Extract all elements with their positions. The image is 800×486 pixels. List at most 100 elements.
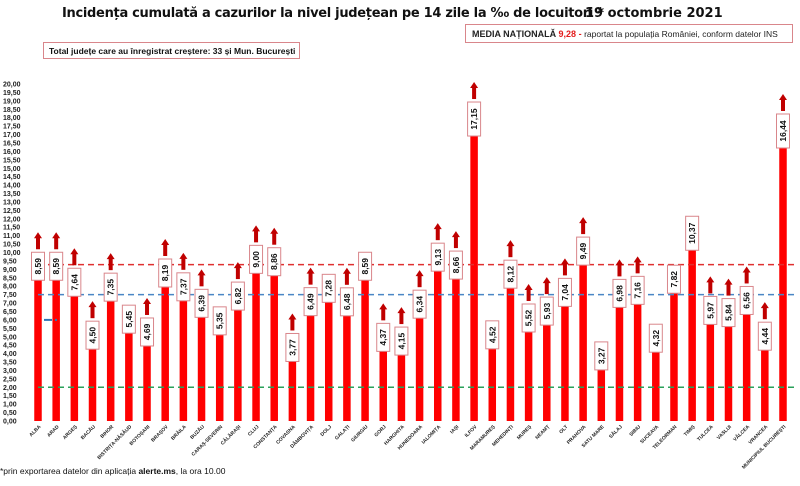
increase-arrow-icon [306,267,315,285]
bar [524,327,533,421]
bar [88,345,97,421]
x-tick-label: ALBA [28,424,42,438]
increase-arrow-icon [288,313,297,331]
bar [379,347,387,421]
increase-arrow-icon [252,225,261,243]
y-tick-label: 9,50 [3,258,17,265]
increase-arrow-icon [379,303,388,321]
data-label-box [448,250,463,280]
data-label-box [176,272,191,302]
data-label: 4,44 [760,328,770,345]
bar [633,300,642,421]
data-label: 6,49 [306,293,316,310]
data-label-box [376,322,391,352]
data-label: 6,39 [197,295,207,312]
data-label-box [557,277,572,307]
increase-arrow-icon [233,262,242,280]
increase-arrow-icon [524,283,533,301]
data-label: 8,59 [33,258,43,275]
y-tick-label: 4,50 [3,343,17,350]
data-label-box [140,317,155,347]
data-label: 5,45 [124,311,134,328]
data-label: 7,64 [69,274,79,291]
bar [52,276,60,421]
data-label-box [703,295,718,325]
data-label-box [121,304,136,334]
data-label-box [467,101,482,137]
data-label: 9,13 [433,249,443,266]
data-label-box [85,320,100,350]
increase-arrow-icon [470,82,479,100]
data-label-box [503,259,518,289]
x-tick-label: ARAD [46,424,61,439]
national-average-label: MEDIA NAȚIONALĂ [472,29,557,39]
data-label: 4,69 [142,323,152,340]
y-tick-label: 7,00 [3,301,17,308]
y-tick-label: 17,00 [3,132,21,139]
bar [215,330,224,421]
increase-arrow-icon [579,217,588,235]
increase-arrow-icon [706,276,715,294]
y-tick-label: 19,00 [3,98,21,105]
bar [252,269,260,421]
total-increase-text: Total județe care au înregistrat creșter… [49,46,296,56]
y-tick-label: 4,00 [3,351,17,358]
data-label: 5,93 [542,303,552,320]
data-label: 8,66 [451,257,461,274]
x-tick-label: SĂLAJ [607,423,624,440]
y-axis: 0,00 0,501,00 1,502,00 2,503,003,50 4,004,50… [3,82,21,426]
bar [415,314,424,421]
data-label-box [31,251,45,281]
data-label-box [194,288,209,318]
x-axis: ALBA ARAD ARGEȘ BACĂU BIHORBISTRIȚA-NĂSĂUDBO… [28,423,787,471]
data-label: 5,35 [215,312,225,329]
y-tick-label: 3,00 [3,368,17,375]
increase-arrow-icon [433,223,442,241]
bar [434,267,442,421]
x-tick-label: VASLUI [716,424,733,441]
chart-title: Incidența cumulată a cazurilor la nivel … [62,6,604,21]
bar [397,351,406,421]
x-tick-label: BACĂU [79,423,97,441]
chart-date: 19 octombrie 2021 [585,6,723,21]
data-label: 7,28 [324,280,334,297]
increase-arrow-icon [179,252,188,270]
y-tick-label: 9,00 [3,267,17,274]
data-label-box [303,287,318,317]
data-label: 8,59 [360,258,370,275]
data-label-box [757,321,772,351]
national-average-separator: - [576,29,585,39]
data-label-box [230,281,245,311]
bar [561,302,569,421]
data-label-box [685,215,700,251]
increase-arrow-icon [143,297,152,315]
y-tick-label: 18,50 [3,107,21,114]
data-label-box [267,247,282,277]
data-label-box [630,275,645,305]
increase-arrow-icon [197,269,206,287]
bar [506,284,515,421]
bar [288,357,297,421]
y-tick-label: 2,00 [3,385,17,392]
bar [306,311,315,421]
x-tick-label: DOLJ [319,424,333,438]
data-label: 9,00 [251,251,261,268]
data-label: 8,59 [51,258,61,275]
increase-arrow-icon [506,240,515,258]
y-tick-label: 16,50 [3,140,21,147]
data-label: 4,15 [396,333,406,350]
bar [161,282,169,421]
footnote-prefix: *prin exportarea datelor din aplicația [0,466,139,476]
x-tick-label: CLUJ [247,424,261,438]
increase-arrow-icon [270,227,279,245]
data-label: 3,27 [596,347,606,364]
data-label-box [539,296,554,326]
total-increase-box: Total județe care au înregistrat creșter… [43,42,300,59]
data-label-box [739,285,754,315]
data-label-box [339,287,354,317]
data-label: 8,12 [505,266,515,283]
bar [688,246,696,421]
data-label: 16,44 [778,120,788,142]
y-tick-label: 11,00 [3,233,20,240]
